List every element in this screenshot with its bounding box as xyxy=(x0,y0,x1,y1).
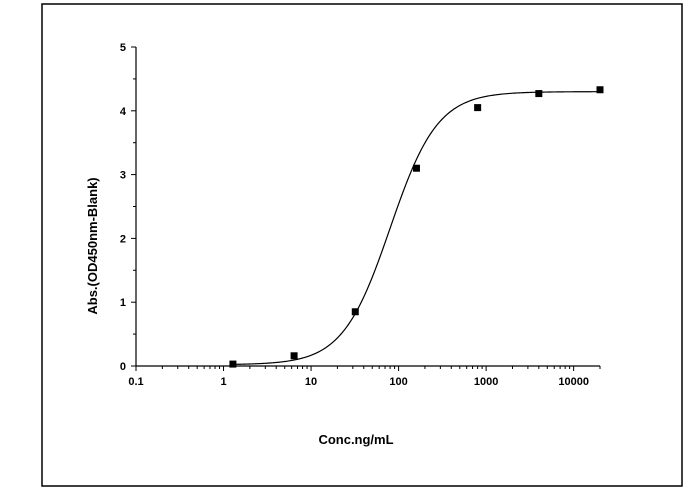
data-point xyxy=(596,86,604,94)
y-tick-label: 2 xyxy=(120,233,126,245)
y-tick-label: 1 xyxy=(120,297,126,309)
fit-curve xyxy=(232,91,600,365)
figure-frame xyxy=(41,3,683,487)
y-axis-title: Abs.(OD450nm-Blank) xyxy=(85,177,100,314)
x-tick-label: 10 xyxy=(305,376,317,388)
data-point xyxy=(474,104,482,112)
x-tick-label: 1 xyxy=(220,376,226,388)
data-point xyxy=(290,352,298,360)
data-point xyxy=(412,164,420,172)
x-tick-label: 0.1 xyxy=(128,376,143,388)
data-point xyxy=(535,90,543,98)
y-tick-label: 5 xyxy=(120,42,126,54)
x-tick-label: 1000 xyxy=(474,376,498,388)
x-tick-label: 10000 xyxy=(558,376,589,388)
plot-axes xyxy=(135,47,600,367)
y-tick-label: 4 xyxy=(120,106,127,118)
data-point xyxy=(229,360,237,368)
data-points xyxy=(229,86,604,368)
data-point xyxy=(351,308,359,316)
x-axis-title: Conc.ng/mL xyxy=(318,432,393,447)
y-tick-label: 0 xyxy=(120,361,126,373)
x-tick-label: 100 xyxy=(389,376,407,388)
y-axis-ticks: 0 1 2 3 4 5 xyxy=(120,42,136,373)
y-tick-label: 3 xyxy=(120,170,126,182)
x-axis-ticks: 0.1 1 10 100 1000 10000 xyxy=(128,366,601,388)
